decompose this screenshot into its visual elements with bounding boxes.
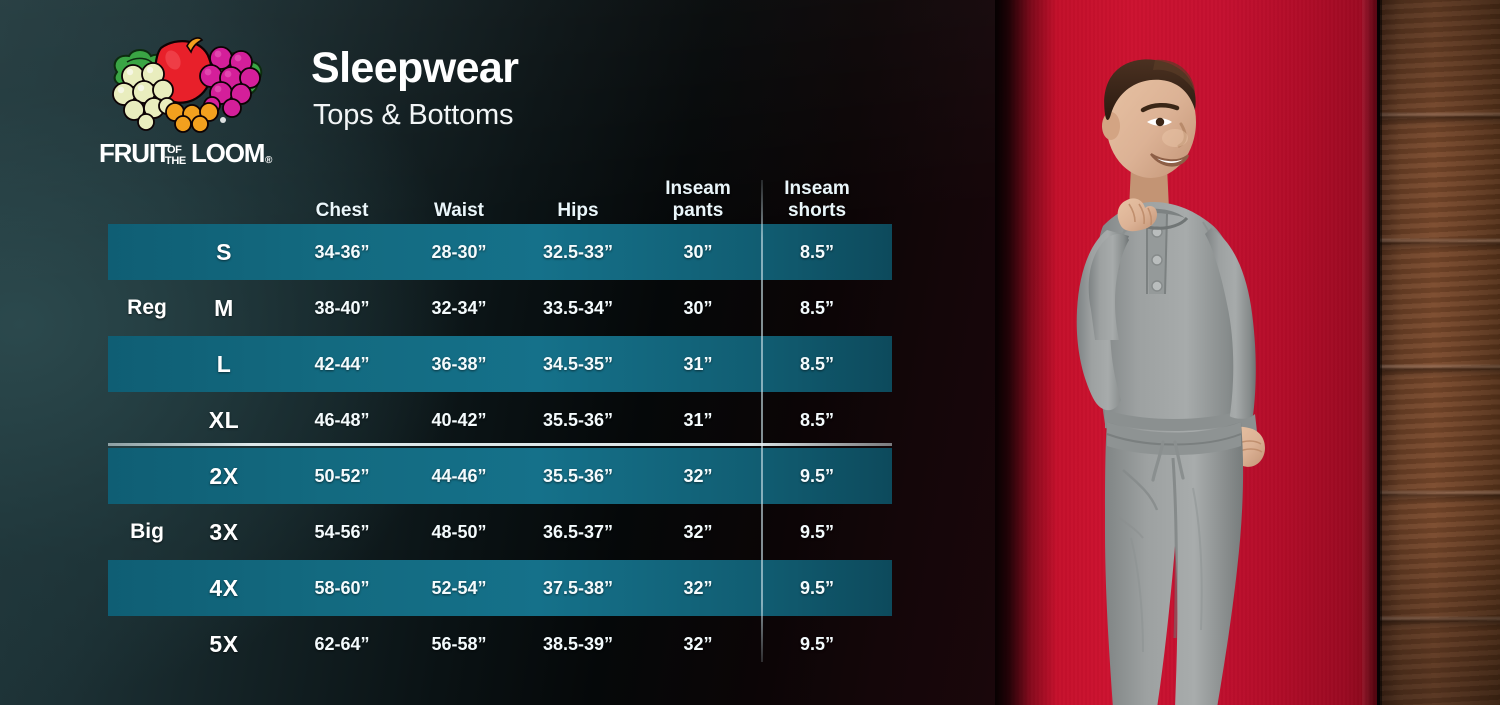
cell-pants: 30” <box>683 242 713 262</box>
cell-size: XL <box>208 407 240 433</box>
table-row: S 34-36” 28-30” 32.5-33” 30” 8.5” <box>0 224 995 280</box>
table-row: XL 46-48” 40-42” 35.5-36” 31” 8.5” <box>0 392 995 448</box>
cell-size: 4X <box>209 575 239 601</box>
cell-chest: 62-64” <box>314 634 370 654</box>
photo-left-vignette <box>995 0 1057 705</box>
cell-shorts: 8.5” <box>799 410 835 430</box>
cell-size: S <box>216 239 232 265</box>
column-header-waist: Waist <box>434 199 484 221</box>
cell-pants: 32” <box>683 466 713 486</box>
cell-pants: 32” <box>683 578 713 598</box>
cell-pants: 31” <box>683 354 713 374</box>
cell-pants: 31” <box>683 410 713 430</box>
wood-panel-background <box>1380 0 1500 705</box>
logo-wordmark: FRUIT OF THE LOOM ® <box>99 138 273 168</box>
column-header-pants: Inseam pants <box>665 177 731 221</box>
svg-text:LOOM: LOOM <box>191 138 264 168</box>
column-header-hips: Hips <box>557 199 599 221</box>
sizing-table: Chest Waist Hips Inseam pants Inseam shorts … <box>0 160 995 672</box>
page-title: Sleepwear <box>311 44 519 92</box>
cell-waist: 28-30” <box>431 242 487 262</box>
product-photo <box>995 0 1500 705</box>
table-row: Big 3X 54-56” 48-50” 36.5-37” 32” 9.5” <box>0 504 995 560</box>
cell-hips: 37.5-38” <box>542 578 614 598</box>
reg-big-separator <box>108 443 892 446</box>
column-header-chest: Chest <box>315 199 369 221</box>
cell-shorts: 9.5” <box>799 466 835 486</box>
column-header-shorts: Inseam shorts <box>784 177 850 221</box>
cell-shorts: 8.5” <box>799 298 835 318</box>
cell-size: M <box>214 295 234 321</box>
cell-group: Reg <box>127 296 167 319</box>
wall-edge-shadow <box>1362 0 1382 705</box>
wood-panel-shading <box>1380 0 1500 705</box>
cell-size: 3X <box>209 519 239 545</box>
cell-pants: 30” <box>683 298 713 318</box>
cell-hips: 32.5-33” <box>542 242 614 262</box>
cell-chest: 46-48” <box>314 410 370 430</box>
cell-shorts: 9.5” <box>799 522 835 542</box>
logo-fruit-cluster <box>112 37 263 133</box>
cell-pants: 32” <box>683 634 713 654</box>
cell-hips: 36.5-37” <box>542 522 614 542</box>
cell-waist: 32-34” <box>431 298 487 318</box>
cell-shorts: 8.5” <box>799 242 835 262</box>
table-row: Reg M 38-40” 32-34” 33.5-34” 30” 8.5” <box>0 280 995 336</box>
table-header-row: Chest Waist Hips Inseam pants Inseam shorts <box>0 160 995 222</box>
cell-size: 5X <box>209 631 239 657</box>
cell-waist: 36-38” <box>431 354 487 374</box>
cell-pants: 32” <box>683 522 713 542</box>
table-row: 5X 62-64” 56-58” 38.5-39” 32” 9.5” <box>0 616 995 672</box>
cell-chest: 54-56” <box>314 522 370 542</box>
cell-hips: 35.5-36” <box>542 466 614 486</box>
cell-group: Big <box>130 520 164 543</box>
cell-size: L <box>216 351 232 377</box>
svg-text:®: ® <box>265 155 273 166</box>
cell-chest: 42-44” <box>314 354 370 374</box>
cell-chest: 38-40” <box>314 298 370 318</box>
cell-shorts: 9.5” <box>799 634 835 654</box>
cell-size: 2X <box>209 463 239 489</box>
svg-text:OF: OF <box>167 144 182 156</box>
cell-waist: 44-46” <box>431 466 487 486</box>
cell-shorts: 9.5” <box>799 578 835 598</box>
cell-hips: 34.5-35” <box>542 354 614 374</box>
table-row: L 42-44” 36-38” 34.5-35” 31” 8.5” <box>0 336 995 392</box>
cell-waist: 56-58” <box>431 634 487 654</box>
cell-waist: 40-42” <box>431 410 487 430</box>
cell-shorts: 8.5” <box>799 354 835 374</box>
cell-waist: 52-54” <box>431 578 487 598</box>
cell-waist: 48-50” <box>431 522 487 542</box>
cell-chest: 34-36” <box>314 242 370 262</box>
page-subtitle: Tops & Bottoms <box>313 99 514 131</box>
table-row: 4X 58-60” 52-54” 37.5-38” 32” 9.5” <box>0 560 995 616</box>
fruit-of-the-loom-logo: FRUIT OF THE LOOM ® <box>99 28 279 168</box>
cell-hips: 38.5-39” <box>542 634 614 654</box>
svg-text:FRUIT: FRUIT <box>99 138 171 168</box>
cell-chest: 50-52” <box>314 466 370 486</box>
svg-text:THE: THE <box>165 155 186 167</box>
table-row: 2X 50-52” 44-46” 35.5-36” 32” 9.5” <box>0 448 995 504</box>
model-figure <box>1035 18 1335 705</box>
cell-hips: 33.5-34” <box>542 298 614 318</box>
cell-chest: 58-60” <box>314 578 370 598</box>
cell-hips: 35.5-36” <box>542 410 614 430</box>
vertical-divider <box>761 180 763 662</box>
